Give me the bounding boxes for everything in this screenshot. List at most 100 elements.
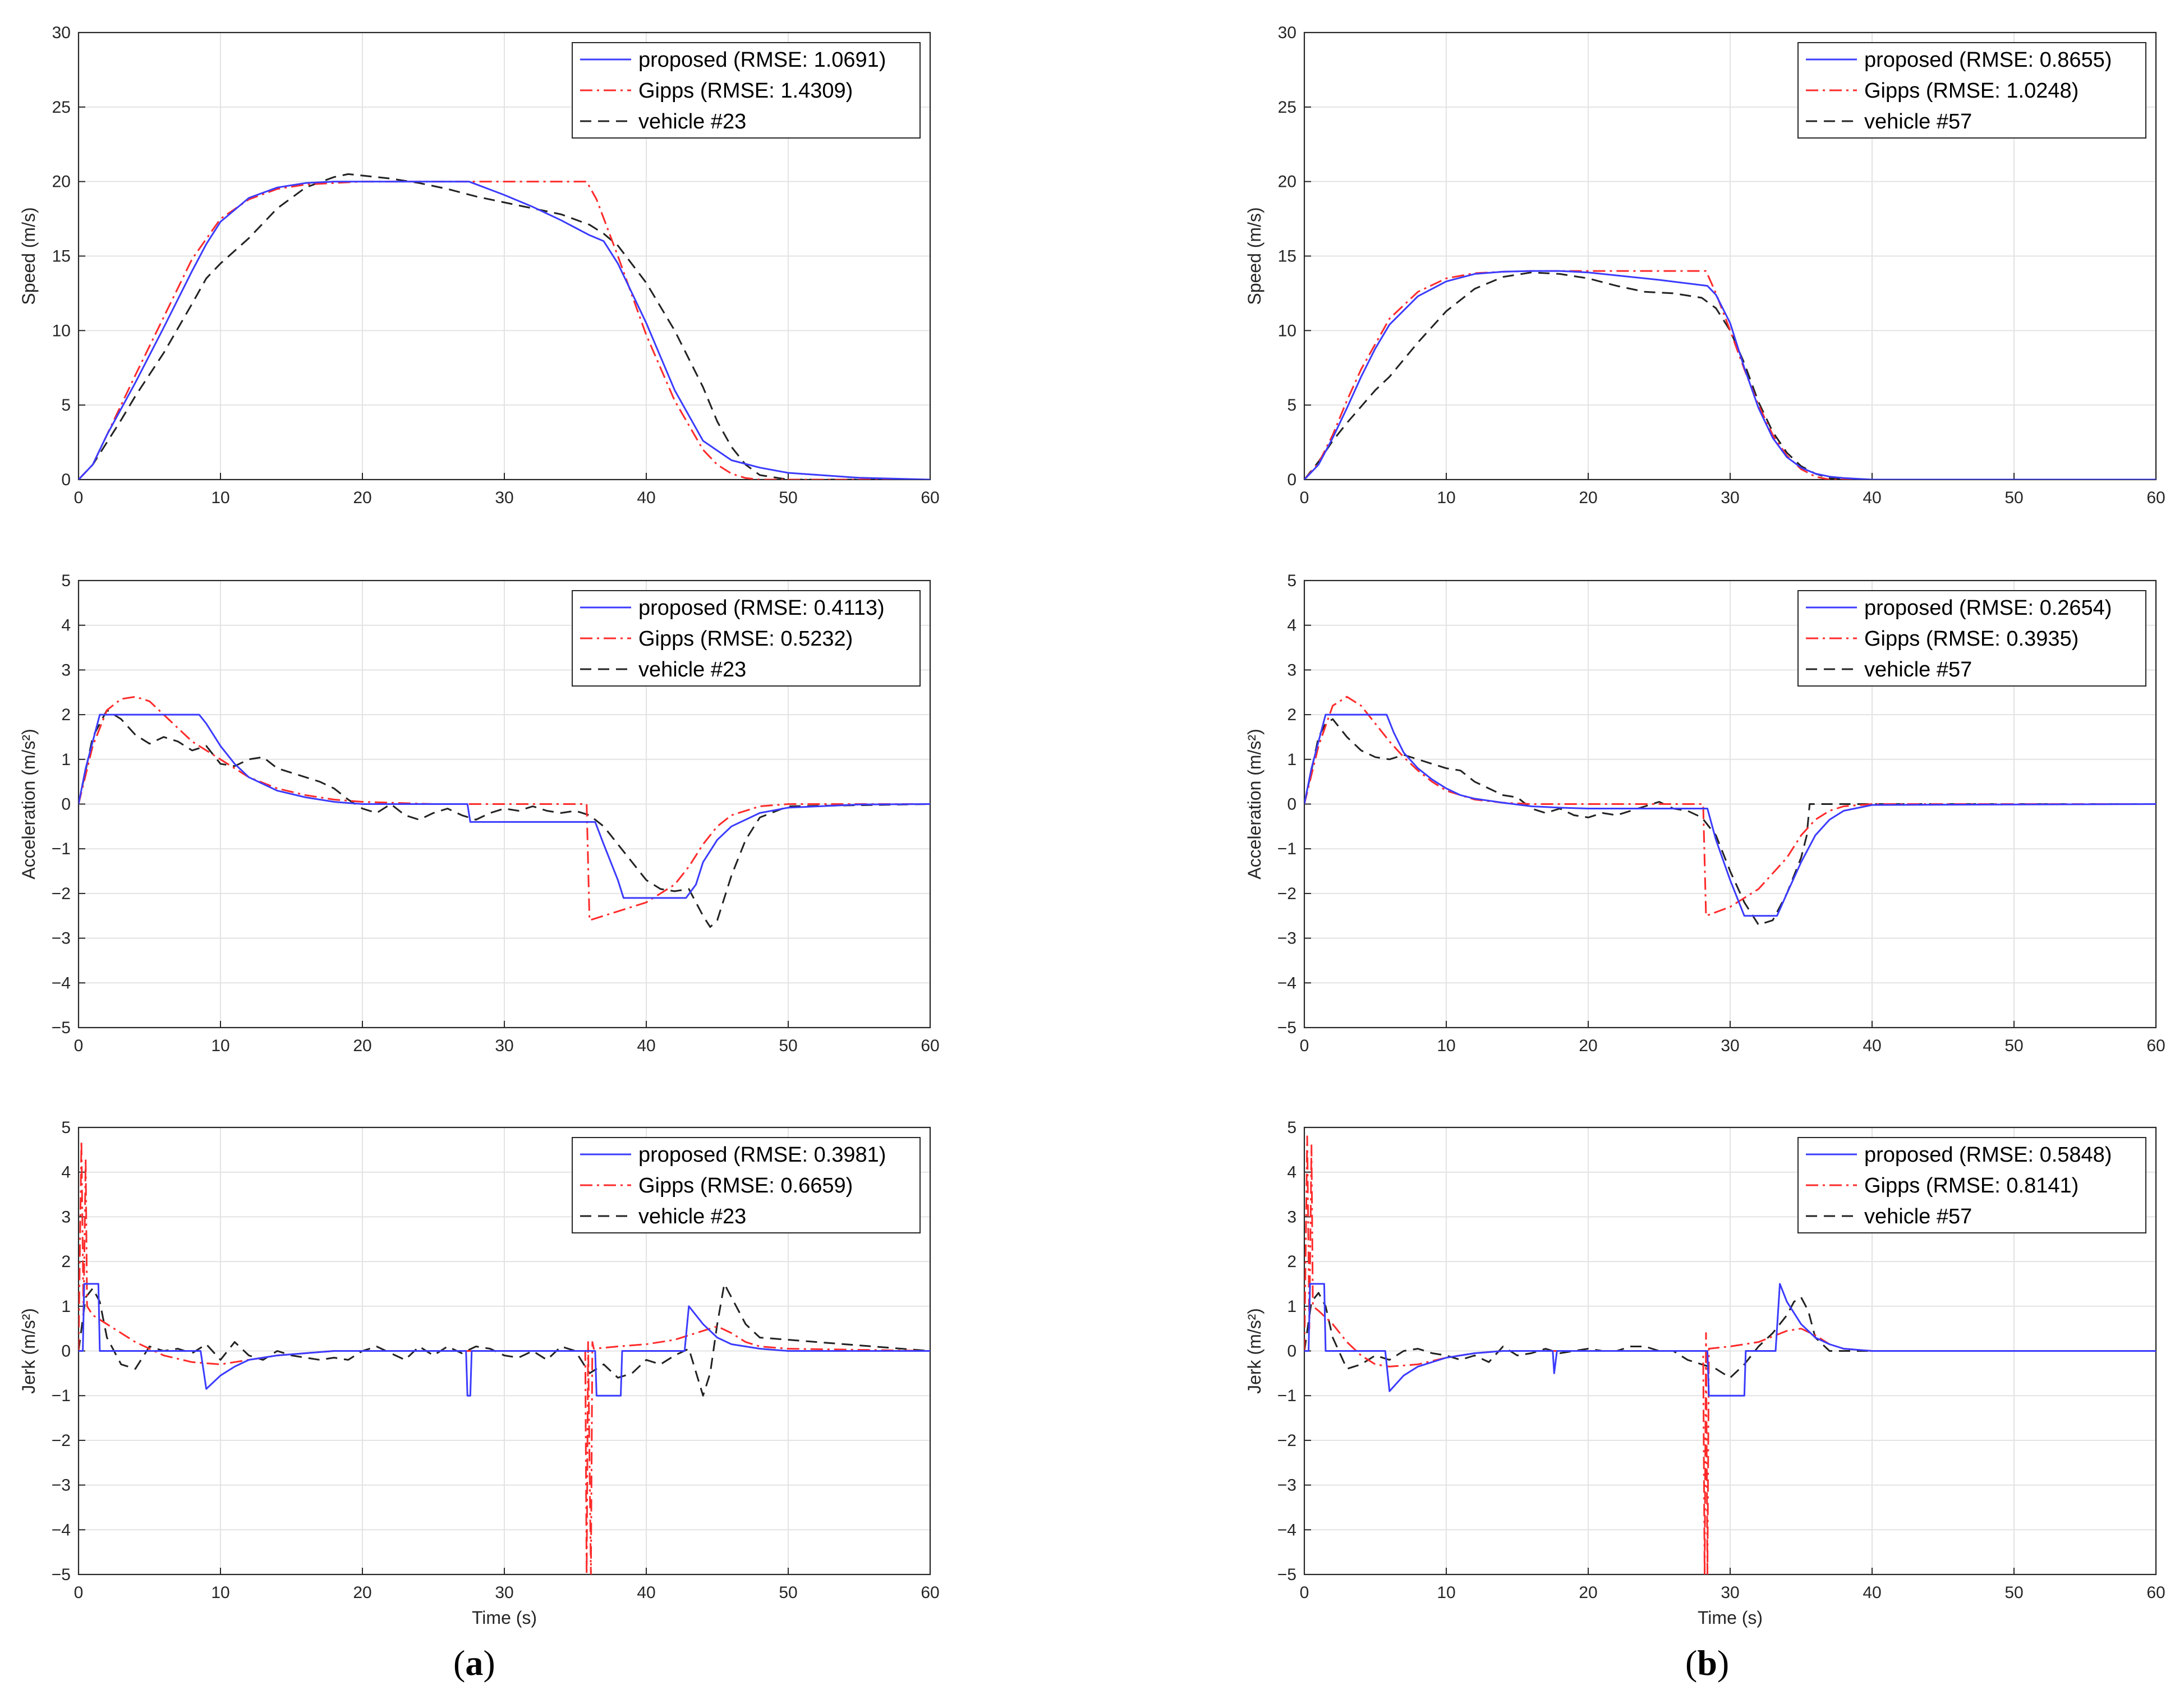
y-tick-label: 0 — [1287, 1342, 1296, 1361]
x-tick-label: 60 — [2146, 1037, 2165, 1055]
y-tick-label: 1 — [1287, 1297, 1296, 1316]
y-tick-label: −3 — [1277, 929, 1296, 948]
legend-entry: vehicle #23 — [638, 658, 746, 682]
x-tick-label: 60 — [2146, 489, 2165, 507]
x-tick-label: 40 — [1863, 489, 1881, 507]
y-tick-label: 3 — [1287, 661, 1296, 679]
x-tick-label: 0 — [1300, 1583, 1309, 1602]
series-line-gipps — [79, 696, 930, 922]
y-tick-label: 1 — [61, 750, 71, 769]
y-tick-label: 2 — [61, 706, 71, 724]
panel-label-b-letter: b — [1697, 1643, 1717, 1683]
y-tick-label: −5 — [1277, 1566, 1296, 1584]
y-tick-label: −1 — [1277, 840, 1296, 858]
x-tick-label: 30 — [1721, 1583, 1739, 1602]
legend-entry: Gipps (RMSE: 0.8141) — [1864, 1174, 2079, 1198]
panel-label-a-letter: a — [465, 1643, 484, 1683]
legend-entry: proposed (RMSE: 0.2654) — [1864, 596, 2112, 620]
y-tick-label: 15 — [52, 247, 71, 266]
x-tick-label: 20 — [1579, 489, 1597, 507]
x-tick-label: 0 — [74, 1583, 84, 1602]
y-tick-label: 5 — [61, 572, 71, 590]
legend: proposed (RMSE: 0.3981) Gipps (RMSE: 0.66… — [572, 1137, 921, 1233]
y-tick-label: 30 — [1278, 24, 1296, 42]
series-line-proposed — [1304, 270, 2156, 480]
y-tick-label: 5 — [61, 396, 71, 415]
y-tick-label: 3 — [61, 661, 71, 679]
y-tick-label: −5 — [1277, 1019, 1296, 1037]
series-line-gipps — [79, 181, 930, 480]
x-tick-label: 50 — [779, 1583, 797, 1602]
y-tick-label: 4 — [1287, 1163, 1296, 1182]
legend-entry: vehicle #23 — [638, 1205, 746, 1228]
y-tick-label: −5 — [52, 1019, 71, 1037]
y-tick-label: 4 — [1287, 616, 1296, 635]
x-tick-label: 10 — [1437, 489, 1455, 507]
legend-entry: vehicle #23 — [638, 110, 746, 133]
y-tick-label: 5 — [1287, 1118, 1296, 1137]
chart-b-speed: 0 10 20 30 40 50 60 0 5 10 15 20 25 30 Speed (m/s) prop… — [1244, 24, 2165, 507]
series-line-proposed — [79, 1283, 930, 1397]
x-tick-label: 10 — [1437, 1583, 1455, 1602]
x-tick-label: 0 — [1300, 1037, 1309, 1055]
y-tick-label: 0 — [61, 795, 71, 814]
y-tick-label: −4 — [1277, 1521, 1296, 1539]
legend-entry: proposed (RMSE: 1.0691) — [638, 48, 886, 72]
x-tick-label: 30 — [1721, 1037, 1739, 1055]
x-tick-label: 50 — [779, 1037, 797, 1055]
x-tick-label: 50 — [2004, 1037, 2023, 1055]
x-tick-label: 60 — [2146, 1583, 2165, 1602]
y-tick-label: −3 — [52, 929, 71, 948]
panel-label-b: (b) — [1685, 1643, 1730, 1683]
x-tick-label: 20 — [353, 489, 371, 507]
panel-label-a: (a) — [453, 1643, 495, 1683]
legend-entry: Gipps (RMSE: 0.5232) — [638, 627, 853, 651]
y-tick-label: 30 — [52, 24, 71, 42]
x-tick-label: 40 — [1863, 1037, 1881, 1055]
y-tick-label: 4 — [61, 616, 71, 635]
x-tick-label: 30 — [495, 1583, 513, 1602]
y-axis-label: Jerk (m/s²) — [19, 1308, 39, 1394]
y-tick-label: 0 — [61, 471, 71, 489]
y-tick-label: 10 — [52, 321, 71, 340]
legend-entry: proposed (RMSE: 0.3981) — [638, 1143, 886, 1167]
y-tick-label: −5 — [52, 1566, 71, 1584]
y-tick-label: −1 — [1277, 1387, 1296, 1405]
x-tick-label: 50 — [2004, 1583, 2023, 1602]
series-line-proposed — [1304, 1283, 2156, 1397]
y-tick-label: −3 — [1277, 1476, 1296, 1495]
x-tick-label: 10 — [211, 489, 229, 507]
x-tick-label: 30 — [495, 1037, 513, 1055]
y-tick-label: −4 — [52, 974, 71, 992]
x-tick-label: 50 — [2004, 489, 2023, 507]
legend-entry: proposed (RMSE: 0.4113) — [638, 596, 885, 620]
series-line-proposed — [79, 181, 930, 480]
legend-entry: Gipps (RMSE: 0.6659) — [638, 1174, 853, 1198]
x-tick-label: 40 — [637, 1583, 655, 1602]
y-tick-label: 2 — [1287, 1253, 1296, 1271]
y-axis-label: Acceleration (m/s²) — [19, 729, 39, 880]
y-tick-label: 10 — [1278, 321, 1296, 340]
x-tick-label: 0 — [1300, 489, 1309, 507]
legend: proposed (RMSE: 0.4113) Gipps (RMSE: 0.52… — [572, 590, 921, 687]
x-tick-label: 20 — [353, 1037, 371, 1055]
legend-entry: Gipps (RMSE: 1.4309) — [638, 79, 853, 103]
legend-entry: vehicle #57 — [1864, 1205, 1972, 1228]
y-tick-label: 20 — [52, 173, 71, 191]
y-axis-label: Speed (m/s) — [19, 207, 39, 305]
y-tick-label: 2 — [61, 1253, 71, 1271]
y-axis-label: Acceleration (m/s²) — [1244, 729, 1265, 880]
x-tick-label: 30 — [495, 489, 513, 507]
y-tick-label: 5 — [1287, 572, 1296, 590]
x-tick-label: 10 — [1437, 1037, 1455, 1055]
y-tick-label: −2 — [52, 1431, 71, 1450]
legend-entry: proposed (RMSE: 0.8655) — [1864, 48, 2112, 72]
x-tick-label: 20 — [1579, 1037, 1597, 1055]
x-tick-label: 40 — [1863, 1583, 1881, 1602]
x-axis-label: Time (s) — [472, 1608, 537, 1628]
chart-a-speed: 0 10 20 30 40 50 60 0 5 10 15 20 25 30 Speed (m/s) prop… — [19, 24, 940, 507]
x-tick-label: 50 — [779, 489, 797, 507]
y-tick-label: 0 — [1287, 795, 1296, 814]
